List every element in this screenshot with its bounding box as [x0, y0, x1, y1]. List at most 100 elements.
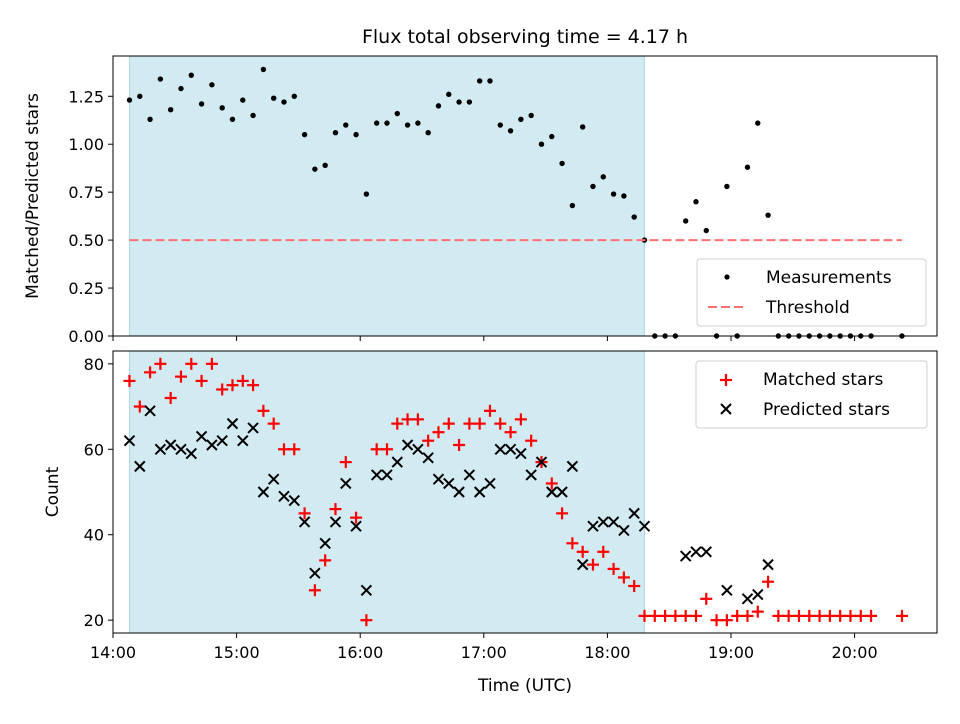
measurements-point: [157, 76, 164, 82]
measurements-point: [291, 93, 297, 99]
measurements-point: [415, 120, 421, 126]
matched-stars-point: [782, 609, 795, 622]
matched-stars-point: [432, 426, 445, 439]
predicted-stars-point: [504, 443, 517, 455]
predicted-stars-point: [309, 567, 321, 579]
measurements-point: [394, 110, 400, 117]
matched-stars-point: [792, 609, 805, 622]
predicted-stars-point: [360, 584, 373, 596]
matched-stars-point: [710, 614, 723, 627]
measurements-point: [147, 116, 153, 122]
bottom-y-tick-label: 80: [84, 355, 104, 374]
matched-stars-point: [463, 417, 476, 430]
predicted-stars-point: [370, 469, 383, 481]
predicted-stars-point: [195, 430, 208, 443]
matched-stars-point: [411, 413, 424, 426]
matched-stars-point: [576, 545, 589, 558]
predicted-stars-point: [690, 546, 702, 558]
measurements-point: [579, 124, 586, 130]
top-panel-frame: [112, 55, 938, 337]
measurements-point: [538, 141, 545, 147]
predicted-stars-point: [350, 520, 362, 532]
predicted-stars-point: [340, 477, 352, 490]
matched-stars-point: [648, 609, 661, 622]
measurements-point: [703, 227, 709, 234]
predicted-stars-point: [247, 422, 259, 434]
predicted-stars-point: [566, 460, 579, 473]
measurements-point: [569, 202, 576, 209]
measurements-point: [724, 183, 730, 190]
matched-stars-point: [772, 609, 785, 622]
legend-marker-predicted-stars: [720, 403, 732, 415]
measurements-point: [755, 120, 761, 126]
legend-label-measurements: Measurements: [766, 268, 892, 288]
predicted-stars-point: [473, 486, 486, 498]
top-observing-window: [129, 56, 645, 336]
top-legend[interactable]: Measurements Threshold: [696, 258, 927, 327]
measurements-point: [476, 78, 483, 84]
measurements-point: [765, 212, 771, 218]
matched-stars-point: [267, 417, 280, 430]
predicted-stars-point: [329, 516, 342, 528]
predicted-stars-point: [432, 473, 445, 485]
predicted-stars-point: [463, 469, 476, 481]
x-tick-label: 17:00: [461, 643, 507, 662]
measurements-point: [590, 183, 596, 190]
matched-stars-point: [679, 609, 692, 622]
matched-stars-point: [226, 379, 239, 392]
measurements-point: [693, 199, 699, 205]
matched-stars-point: [669, 609, 682, 622]
predicted-stars-point: [412, 443, 424, 455]
predicted-stars-point: [422, 452, 434, 464]
matched-stars-point: [854, 609, 867, 622]
matched-stars-point: [638, 609, 651, 622]
legend-marker-matched-stars: [720, 374, 732, 386]
matched-stars-point: [556, 507, 569, 520]
measurements-point: [384, 120, 390, 126]
measurements-point: [507, 128, 514, 134]
matched-stars-point: [123, 374, 136, 387]
matched-stars-point: [834, 609, 847, 622]
measurements-point: [744, 164, 751, 170]
measurements-point: [229, 116, 236, 122]
bottom-y-axis-label: Count: [43, 466, 63, 517]
matched-stars-point: [865, 609, 878, 622]
matched-stars-point: [298, 507, 311, 520]
x-tick-label: 20:00: [832, 643, 878, 662]
x-tick-label: 15:00: [214, 643, 260, 662]
measurements-point: [435, 103, 442, 109]
measurements-point: [167, 106, 174, 113]
measurements-point: [466, 99, 473, 105]
measurements-point: [559, 160, 565, 167]
matched-stars-point: [545, 477, 558, 490]
measurements-point: [610, 191, 617, 197]
bottom-legend[interactable]: Matched stars Predicted stars: [695, 360, 928, 429]
bottom-y-tick-label: 60: [84, 440, 104, 459]
bottom-observing-window: [129, 351, 645, 633]
matched-stars-point: [586, 558, 599, 571]
matched-stars-point: [700, 592, 713, 605]
matched-stars-point: [659, 609, 672, 622]
measurements-point: [250, 112, 256, 119]
predicted-stars-point: [525, 469, 537, 481]
bottom-panel-frame: [112, 350, 938, 634]
matched-stars-point: [360, 614, 373, 627]
measurements-point: [332, 130, 339, 136]
measurements-point: [198, 101, 205, 107]
matched-stars-point: [751, 605, 764, 618]
matched-stars-point: [277, 443, 290, 456]
matched-stars-point: [597, 545, 610, 558]
predicted-stars-point: [453, 486, 465, 498]
predicted-stars-point: [484, 477, 496, 490]
legend-label-matched-stars: Matched stars: [763, 370, 883, 390]
predicted-stars-point: [134, 460, 146, 473]
matched-stars-point: [483, 404, 496, 417]
predicted-stars-point: [741, 593, 754, 605]
matched-stars-point: [689, 609, 702, 622]
bottom-y-tick-label: 40: [84, 526, 104, 545]
measurements-point: [497, 122, 503, 128]
x-tick-label: 18:00: [584, 643, 630, 662]
predicted-stars-point: [257, 486, 270, 498]
